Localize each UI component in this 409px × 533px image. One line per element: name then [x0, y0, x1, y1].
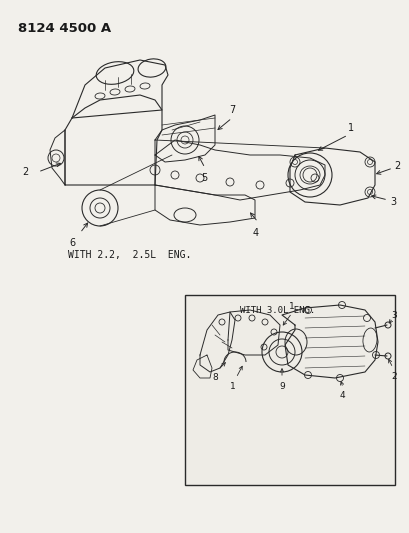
Bar	[184, 295, 394, 485]
Text: 9: 9	[279, 382, 284, 391]
Text: 8: 8	[211, 373, 217, 382]
Text: 1: 1	[347, 123, 353, 133]
Text: 4: 4	[252, 228, 258, 238]
Text: 8124 4500 A: 8124 4500 A	[18, 22, 111, 35]
Text: 5: 5	[200, 173, 207, 183]
Text: 1: 1	[229, 382, 235, 391]
Text: 2: 2	[393, 161, 399, 171]
Text: 3: 3	[389, 197, 395, 207]
Text: WITH 3.0L ENG.: WITH 3.0L ENG.	[239, 306, 315, 315]
Text: 2: 2	[390, 372, 396, 381]
Text: 3: 3	[390, 311, 396, 319]
Text: 1: 1	[288, 302, 294, 311]
Text: WITH 2.2,  2.5L  ENG.: WITH 2.2, 2.5L ENG.	[68, 250, 191, 260]
Text: 7: 7	[228, 105, 234, 115]
Text: 6: 6	[69, 238, 75, 248]
Text: 2: 2	[22, 167, 28, 177]
Text: 4: 4	[338, 391, 344, 400]
